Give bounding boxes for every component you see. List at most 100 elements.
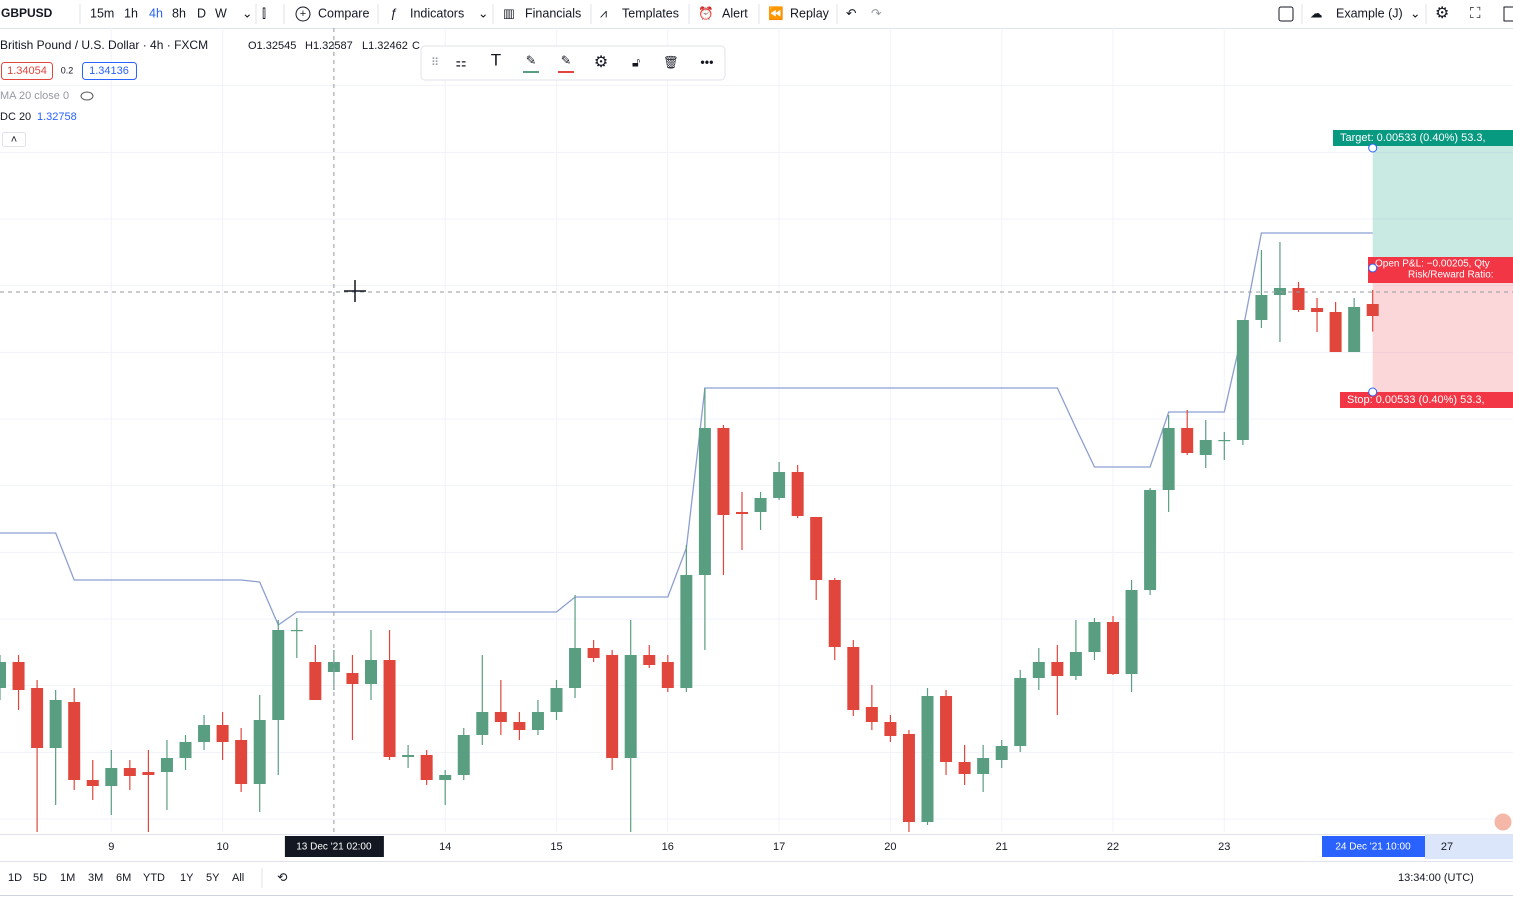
range-button[interactable]: 1D: [8, 872, 22, 884]
interval[interactable]: 4h: [149, 6, 163, 20]
target-label-box: [1333, 130, 1513, 146]
candle-body: [736, 512, 748, 514]
symbol[interactable]: GBPUSD: [1, 6, 53, 20]
collapse-legend[interactable]: [2, 132, 26, 147]
compare[interactable]: Compare: [318, 6, 369, 20]
layout-dropdown[interactable]: ⌄: [1410, 6, 1420, 20]
candle-body: [958, 762, 971, 774]
layout-icon[interactable]: [1278, 6, 1294, 22]
fullscreen[interactable]: ⛶: [1470, 5, 1481, 22]
settings-tool[interactable]: ⚙: [594, 54, 608, 71]
indicators-dropdown[interactable]: ⌄: [478, 6, 488, 20]
candle-body: [550, 688, 563, 712]
candle-body: [940, 696, 953, 762]
entry-handle[interactable]: [1368, 263, 1378, 273]
x-tick-label: 23: [1218, 841, 1230, 853]
candle-body: [884, 722, 897, 736]
flag-icon[interactable]: [1493, 812, 1513, 832]
range-button[interactable]: 5D: [33, 872, 47, 884]
eye-icon[interactable]: [80, 91, 94, 101]
candle-body: [142, 772, 155, 775]
pnl-label: Open P&L: −0.00205, Qty: [1375, 259, 1490, 270]
redo[interactable]: ↷: [871, 6, 882, 20]
candle-body: [1255, 295, 1268, 320]
candle-body: [216, 725, 229, 742]
interval[interactable]: 15m: [90, 6, 114, 20]
target-handle[interactable]: [1368, 143, 1378, 153]
buy-price[interactable]: 1.34136: [89, 65, 129, 77]
undo[interactable]: ↶: [846, 6, 857, 20]
interval[interactable]: W: [215, 6, 227, 20]
interval[interactable]: D: [197, 6, 206, 20]
candle-body: [1199, 440, 1212, 455]
legend-close: C: [412, 40, 420, 52]
range-button[interactable]: All: [232, 872, 244, 884]
range-button[interactable]: 1M: [60, 872, 75, 884]
replay[interactable]: Replay: [790, 6, 830, 20]
indicators[interactable]: Indicators: [410, 6, 464, 20]
range-button[interactable]: 3M: [88, 872, 103, 884]
candle-body: [1032, 662, 1045, 678]
last-time: 24 Dec '21 10:00: [1335, 842, 1411, 853]
candle-body: [365, 660, 377, 684]
interval-dropdown[interactable]: ⌄: [242, 6, 252, 20]
text-tool[interactable]: T: [491, 50, 501, 69]
sell-button[interactable]: [1, 62, 53, 80]
candle-body: [1236, 320, 1249, 440]
candle-body: [476, 712, 489, 735]
range-button[interactable]: YTD: [143, 872, 165, 884]
buy-button[interactable]: [82, 62, 137, 80]
interval[interactable]: 8h: [172, 6, 186, 20]
future-label: 27: [1441, 841, 1453, 853]
candle-body: [661, 662, 674, 688]
alert[interactable]: Alert: [722, 6, 748, 20]
x-tick-label: 22: [1107, 841, 1119, 853]
templates-icon: ⩘: [600, 6, 607, 20]
candle-body: [12, 662, 25, 690]
candle-body: [346, 673, 359, 684]
x-tick-label: 14: [439, 841, 451, 853]
pnl-label-box: [1368, 257, 1513, 283]
candle-body: [587, 648, 600, 658]
candle-body: [160, 758, 173, 772]
candle-body: [235, 740, 248, 784]
x-tick-label: 21: [996, 841, 1008, 853]
candle-body: [680, 575, 693, 688]
delete-tool[interactable]: 🗑︎: [663, 55, 679, 69]
candle-body: [31, 688, 44, 748]
candle-body: [1162, 428, 1175, 490]
more-tool[interactable]: •••: [700, 55, 713, 69]
range-button[interactable]: 1Y: [180, 872, 194, 884]
sell-price[interactable]: 1.34054: [7, 65, 47, 77]
chart-type-icon[interactable]: ⫿: [262, 6, 266, 20]
compare-plus: +: [300, 8, 306, 20]
x-tick-label: 17: [773, 841, 785, 853]
template-tool[interactable]: ⚏: [455, 55, 466, 69]
lock-tool[interactable]: 🔓︎: [632, 55, 640, 69]
settings[interactable]: ⚙: [1435, 5, 1449, 22]
candle-body: [865, 707, 878, 722]
candle-body: [253, 720, 266, 784]
fill-tool-2[interactable]: ✎: [561, 53, 571, 67]
candle-body: [1125, 590, 1138, 674]
candle-body: [569, 648, 582, 688]
fill-tool[interactable]: ✎: [526, 53, 536, 67]
stop-zone: [1372, 268, 1513, 392]
templates[interactable]: Templates: [622, 6, 679, 20]
range-button[interactable]: 6M: [116, 872, 131, 884]
candle-body: [847, 647, 860, 710]
candle-body: [624, 655, 637, 758]
date-range-icon[interactable]: ⟲: [277, 870, 288, 884]
candle-body: [420, 755, 433, 780]
cursor: [344, 280, 366, 302]
candle-body: [902, 734, 915, 822]
layout-name[interactable]: Example (J): [1336, 6, 1403, 20]
candle-body: [123, 768, 136, 776]
financials[interactable]: Financials: [525, 6, 581, 20]
stop-handle[interactable]: [1368, 387, 1378, 397]
range-button[interactable]: 5Y: [206, 872, 220, 884]
snapshot[interactable]: [1503, 6, 1513, 22]
interval[interactable]: 1h: [124, 6, 138, 20]
drag-handle[interactable]: ⠿: [431, 57, 439, 69]
candle-body: [995, 746, 1008, 760]
